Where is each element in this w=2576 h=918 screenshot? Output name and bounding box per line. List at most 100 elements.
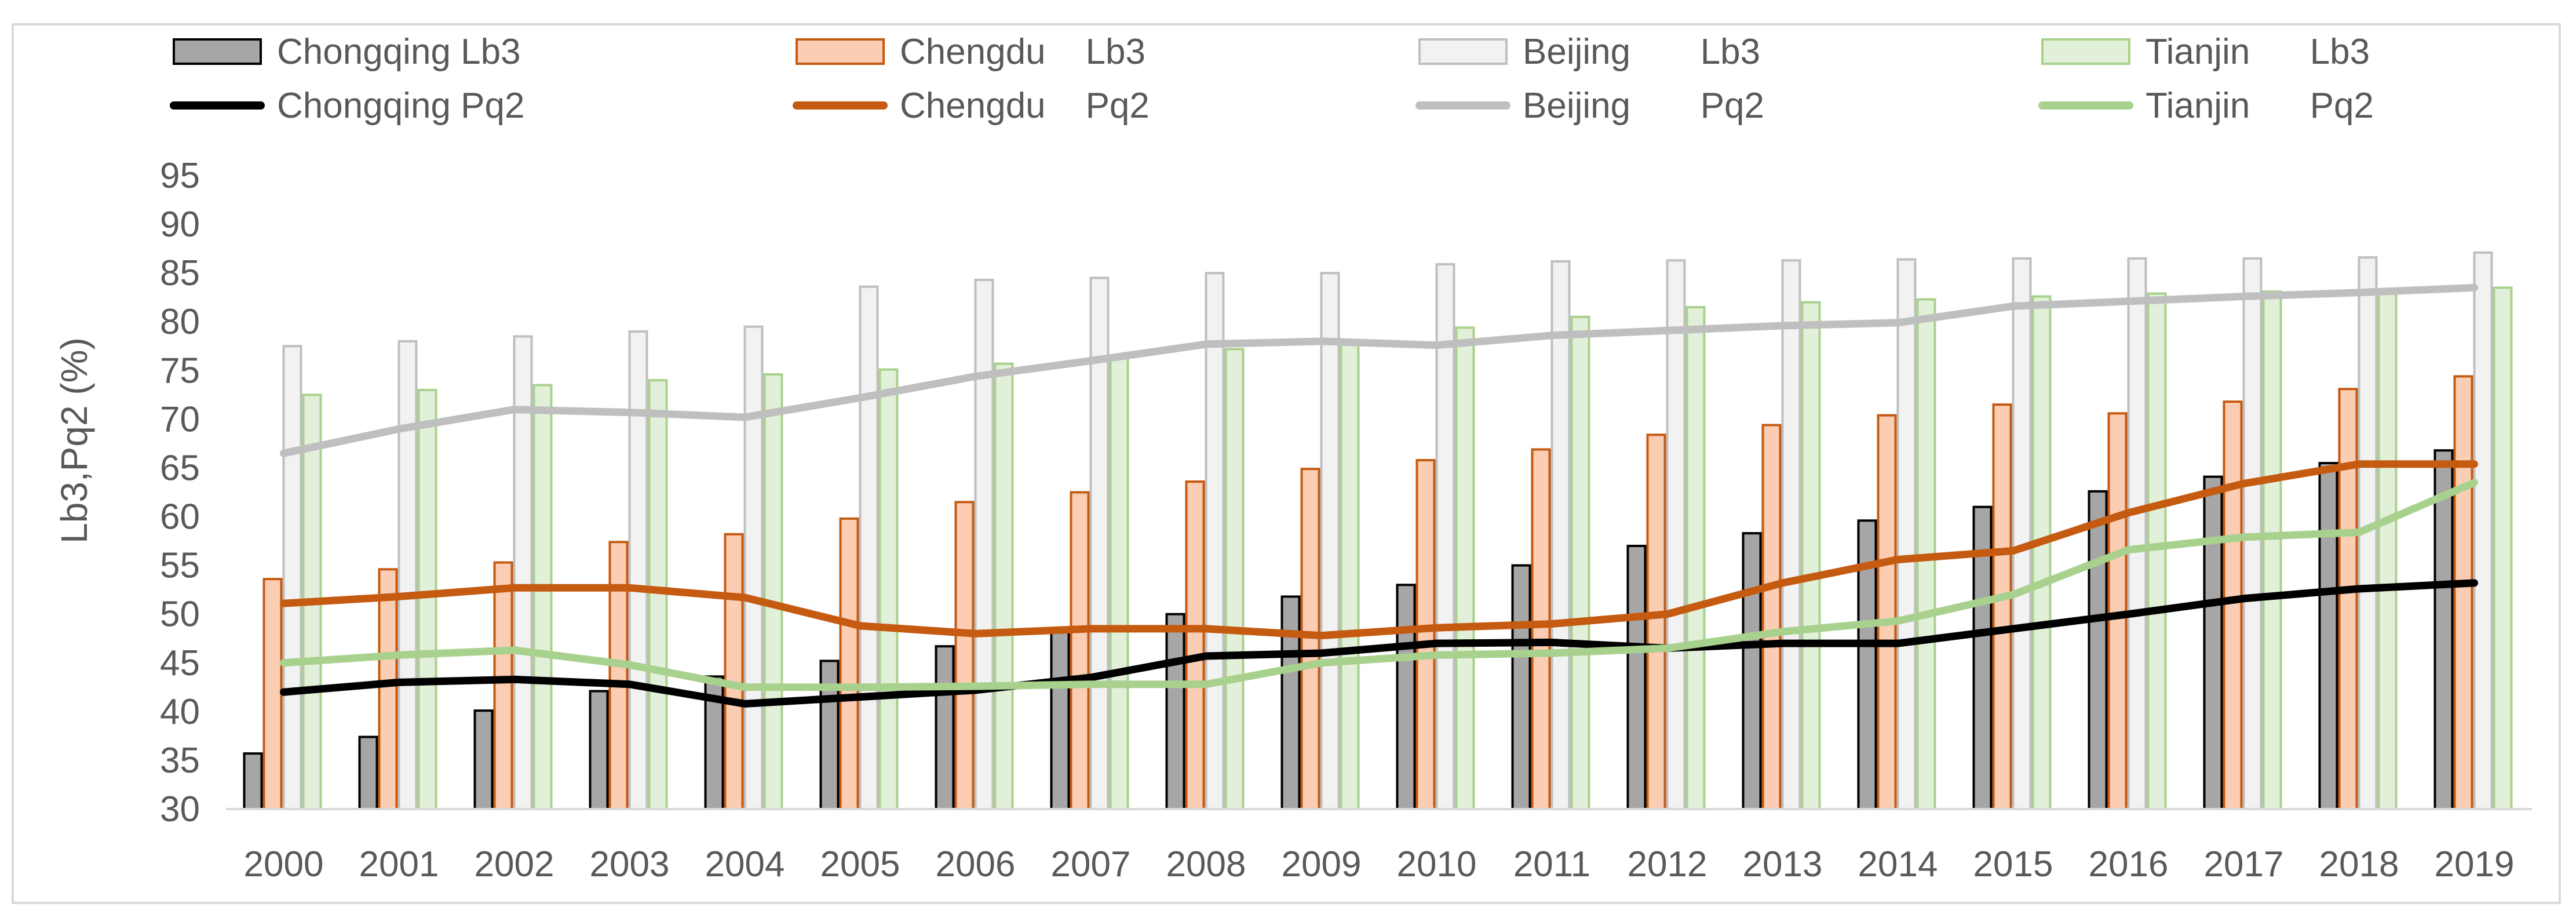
bar-chengdu-lb3 (1415, 459, 1436, 810)
legend-label-tianjin-lb3: Tianjin Lb3 (2146, 32, 2370, 72)
x-tick-label: 2004 (705, 844, 785, 884)
legend-label-tianjin-pq2: Tianjin Pq2 (2146, 86, 2374, 126)
bar-tianjin-lb3 (532, 384, 553, 810)
y-tick-label: 45 (160, 643, 200, 683)
y-tick-label: 70 (160, 399, 200, 439)
bar-beijing-lb3 (1089, 276, 1110, 810)
bar-chengdu-lb3 (1761, 424, 1782, 810)
x-tick-label: 2006 (936, 844, 1016, 884)
chart-frame (12, 23, 2561, 904)
bar-tianjin-lb3 (648, 379, 668, 810)
bar-chengdu-lb3 (2338, 388, 2358, 810)
legend-label-chengdu-lb3: Chengdu Lb3 (900, 32, 1145, 72)
bar-chengdu-lb3 (2453, 375, 2473, 810)
bar-chongqing-lb3 (473, 709, 494, 811)
bar-chengdu-lb3 (724, 533, 744, 810)
y-tick-label: 65 (160, 448, 200, 488)
bar-beijing-lb3 (628, 330, 648, 810)
x-tick-label: 2008 (1166, 844, 1246, 884)
bar-chongqing-lb3 (2318, 462, 2338, 810)
bar-chengdu-lb3 (1185, 480, 1205, 810)
bar-tianjin-lb3 (417, 388, 437, 810)
bar-chongqing-lb3 (358, 735, 378, 811)
x-tick-label: 2016 (2089, 844, 2169, 884)
y-axis: 30 35 40 45 50 55 60 65 70 75 80 85 90 95 (160, 156, 200, 829)
bar-chengdu-lb3 (262, 578, 283, 810)
x-tick-label: 2012 (1628, 844, 1707, 884)
bar-chengdu-lb3 (1646, 434, 1666, 810)
bar-tianjin-lb3 (763, 373, 783, 810)
line-beijing-pq2 (280, 283, 2478, 457)
bar-chengdu-lb3 (954, 501, 975, 810)
y-tick-label: 80 (160, 302, 200, 342)
y-tick-label: 50 (160, 595, 200, 635)
bar-beijing-lb3 (1896, 258, 1917, 810)
x-axis: 2000 2001 2002 2003 2004 2005 2006 2007 2008 2009… (226, 808, 2532, 884)
bar-chengdu-lb3 (493, 561, 513, 810)
bar-chongqing-lb3 (2088, 490, 2108, 810)
y-tick-label: 90 (160, 205, 200, 245)
bar-beijing-lb3 (397, 340, 418, 810)
bar-chengdu-lb3 (608, 541, 629, 811)
x-tick-label: 2014 (1858, 844, 1938, 884)
bar-tianjin-lb3 (1570, 315, 1590, 810)
x-tick-label: 2010 (1397, 844, 1477, 884)
x-tick-label: 2011 (1513, 844, 1590, 884)
legend-label-beijing-pq2: Beijing Pq2 (1523, 86, 1764, 126)
bar-tianjin-lb3 (1340, 340, 1360, 810)
bar-chongqing-lb3 (2433, 449, 2454, 810)
bar-chengdu-lb3 (1877, 414, 1897, 810)
x-tick-label: 2005 (820, 844, 900, 884)
bar-tianjin-lb3 (1685, 306, 1706, 810)
bar-chongqing-lb3 (819, 660, 840, 810)
bar-chongqing-lb3 (589, 690, 609, 810)
x-tick-label: 2000 (244, 844, 324, 884)
bar-beijing-lb3 (2473, 251, 2493, 810)
legend-label-beijing-lb3: Beijing Lb3 (1523, 32, 1760, 72)
bar-tianjin-lb3 (1224, 348, 1245, 810)
x-tick-label: 2007 (1051, 844, 1131, 884)
bar-beijing-lb3 (1666, 259, 1686, 811)
y-tick-label: 55 (160, 546, 200, 586)
bar-chengdu-lb3 (2223, 400, 2243, 810)
y-tick-label: 85 (160, 253, 200, 293)
bar-tianjin-lb3 (878, 368, 899, 810)
legend-swatch-chengdu-lb3 (796, 38, 885, 65)
bar-chongqing-lb3 (1626, 544, 1647, 810)
lines (280, 283, 2478, 708)
bar-tianjin-lb3 (1801, 301, 1821, 810)
bar-beijing-lb3 (2012, 257, 2032, 810)
bar-beijing-lb3 (1320, 272, 1340, 810)
bar-tianjin-lb3 (2031, 295, 2052, 811)
x-tick-label: 2001 (359, 844, 439, 884)
x-tick-label: 2018 (2319, 844, 2399, 884)
bar-chongqing-lb3 (1511, 564, 1531, 810)
x-tick-label: 2019 (2435, 844, 2515, 884)
legend-swatch-beijing-lb3 (1418, 38, 1508, 65)
legend-label-chongqing-lb3: Chongqing Lb3 (277, 32, 521, 72)
bar-tianjin-lb3 (994, 362, 1014, 810)
bar-chengdu-lb3 (378, 568, 398, 810)
bar-chengdu-lb3 (1531, 448, 1551, 810)
bar-chongqing-lb3 (243, 752, 263, 811)
y-tick-label: 60 (160, 497, 200, 537)
bar-beijing-lb3 (1205, 272, 1225, 810)
y-tick-label: 95 (160, 156, 200, 196)
bar-beijing-lb3 (743, 325, 764, 810)
x-tick-label: 2003 (590, 844, 670, 884)
y-tick-label: 30 (160, 789, 200, 829)
bar-tianjin-lb3 (2377, 288, 2398, 810)
bar-chongqing-lb3 (1396, 584, 1416, 810)
bar-chongqing-lb3 (1050, 629, 1070, 810)
x-tick-label: 2013 (1743, 844, 1823, 884)
line-chengdu-pq2 (280, 460, 2478, 640)
y-tick-label: 40 (160, 692, 200, 732)
y-tick-label: 35 (160, 741, 200, 781)
bar-tianjin-lb3 (1109, 356, 1129, 810)
legend-label-chongqing-pq2: Chongqing Pq2 (277, 86, 524, 126)
bar-tianjin-lb3 (2262, 290, 2282, 810)
legend-label-chengdu-pq2: Chengdu Pq2 (900, 86, 1150, 126)
bar-beijing-lb3 (1550, 260, 1571, 810)
bar-beijing-lb3 (859, 285, 879, 810)
